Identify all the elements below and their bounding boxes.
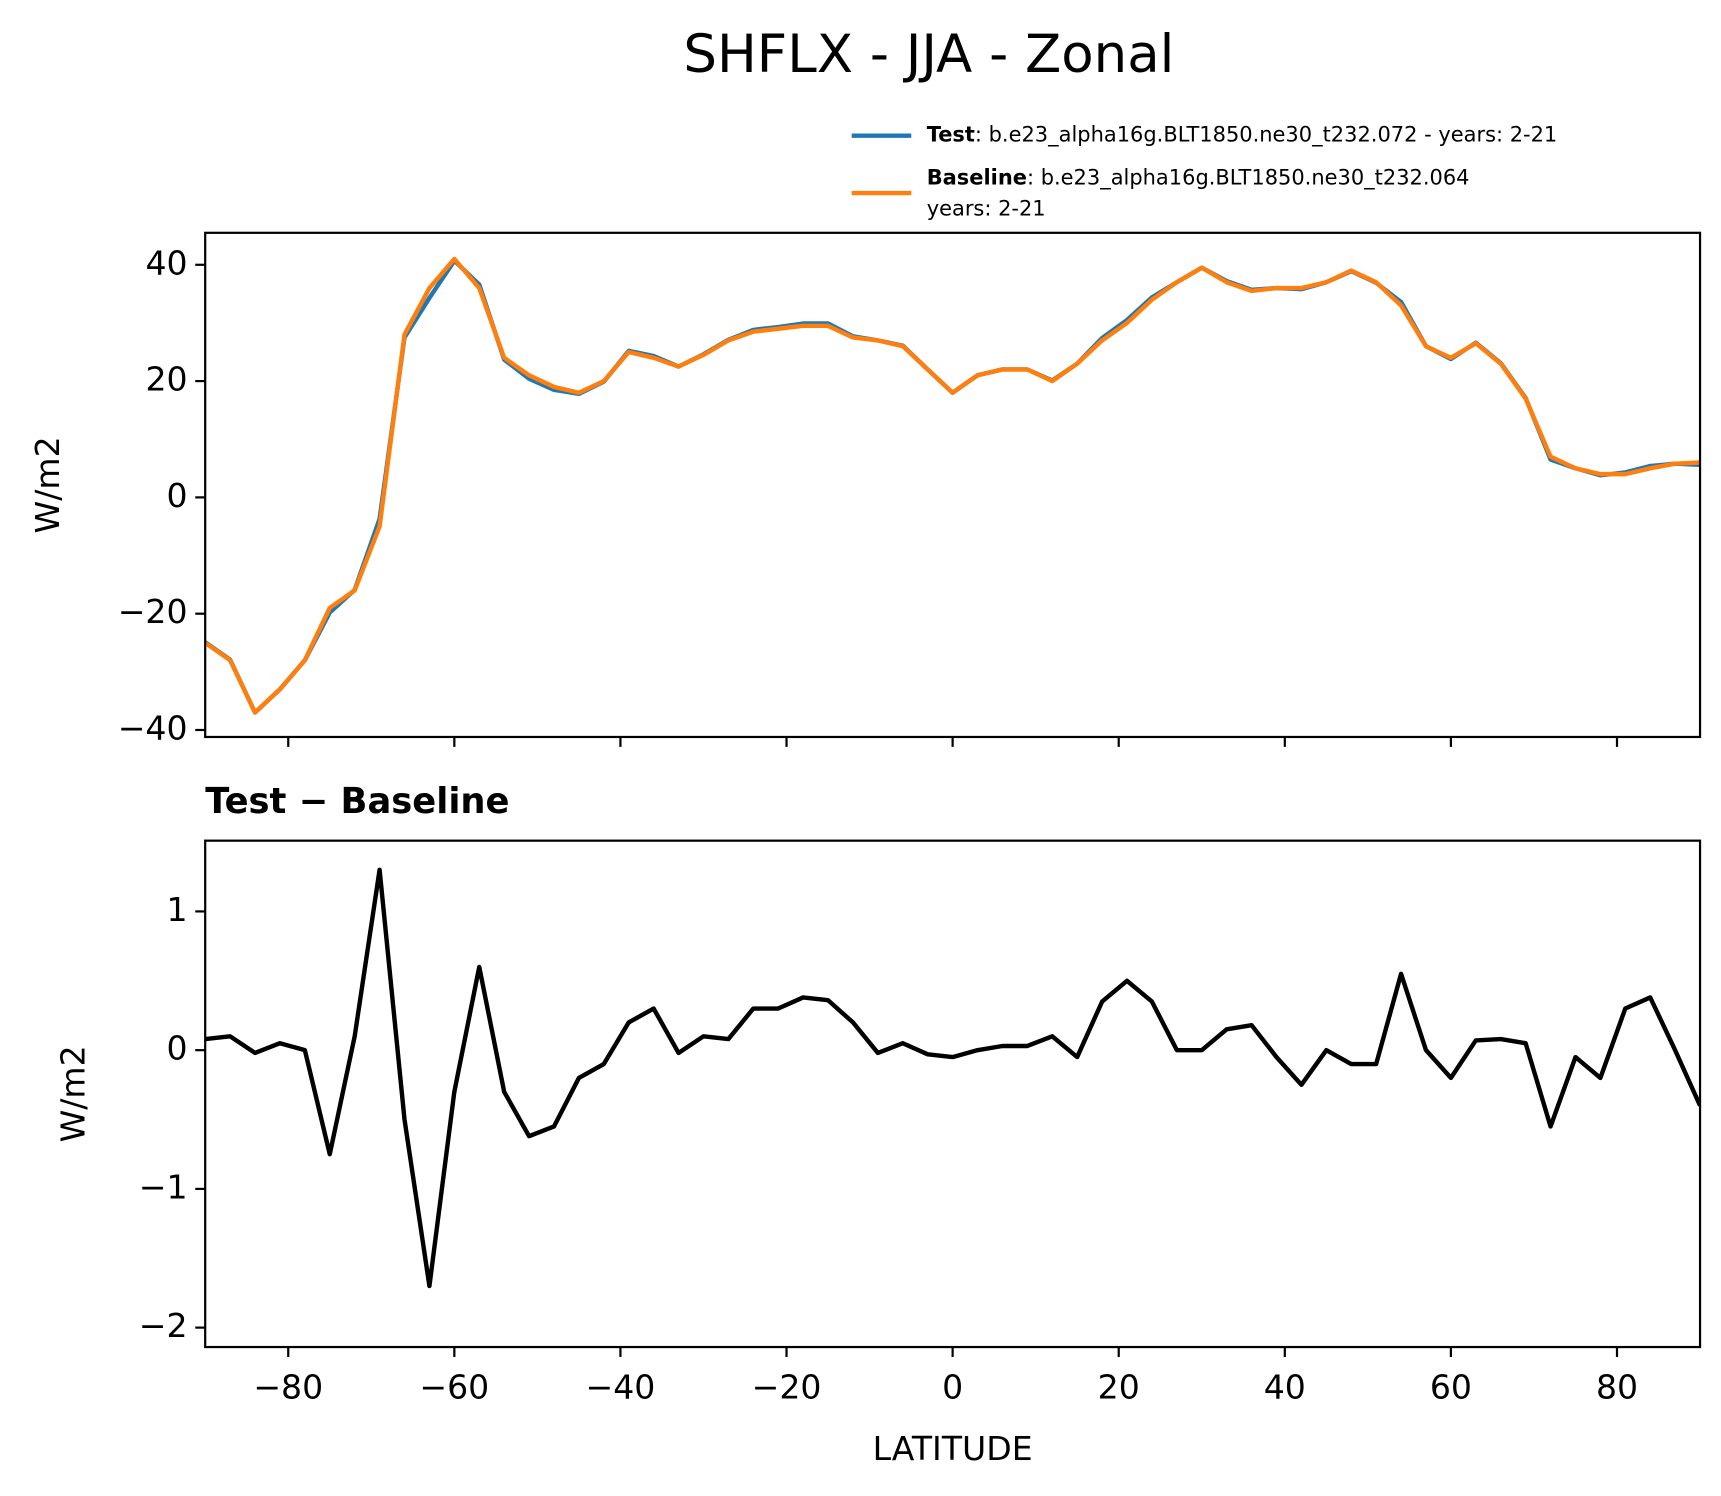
x-tick-label: 80 xyxy=(1596,1367,1638,1406)
x-tick-label: 40 xyxy=(1264,1367,1306,1406)
axes-frame xyxy=(204,231,1702,739)
x-tick-label: −20 xyxy=(752,1367,822,1406)
x-tick-label: 60 xyxy=(1430,1367,1472,1406)
y-tick-label: 1 xyxy=(166,890,187,929)
y-tick-label: −1 xyxy=(139,1167,188,1206)
data-line xyxy=(205,256,1701,715)
axes-title: Test − Baseline xyxy=(205,781,509,822)
x-tick-label: 0 xyxy=(942,1367,963,1406)
x-tick-label: −80 xyxy=(253,1367,323,1406)
y-tick-label: 0 xyxy=(166,476,187,515)
figure-title: SHFLX - JJA - Zonal xyxy=(683,24,1174,85)
y-tick-label: −2 xyxy=(139,1306,188,1345)
x-tick-label: −60 xyxy=(419,1367,489,1406)
plot-area xyxy=(205,867,1701,1289)
plot-area xyxy=(205,256,1701,715)
y-tick-label: 20 xyxy=(145,360,187,399)
legend-name: Baseline xyxy=(927,166,1027,190)
x-tick-label: 20 xyxy=(1098,1367,1140,1406)
data-line xyxy=(205,258,1701,715)
y-axis-label: W/m2 xyxy=(28,436,67,533)
data-line xyxy=(205,867,1701,1289)
y-tick-label: −20 xyxy=(118,592,188,631)
legend-label: Baseline: b.e23_alpha16g.BLT1850.ne30_t2… xyxy=(927,166,1470,191)
legend-description: : b.e23_alpha16g.BLT1850.ne30_t232.064 xyxy=(1027,166,1470,191)
axes-frame xyxy=(204,839,1702,1349)
legend-label: years: 2-21 xyxy=(927,197,1046,221)
y-axis-label: W/m2 xyxy=(54,1045,93,1142)
y-tick-label: 0 xyxy=(166,1029,187,1068)
y-tick-label: −40 xyxy=(118,708,188,747)
y-tick-label: 40 xyxy=(145,243,187,282)
legend-name: Test xyxy=(927,123,975,147)
legend-description: : b.e23_alpha16g.BLT1850.ne30_t232.072 -… xyxy=(975,123,1557,148)
x-axis-label: LATITUDE xyxy=(873,1429,1033,1468)
legend-label: Test: b.e23_alpha16g.BLT1850.ne30_t232.0… xyxy=(927,123,1558,148)
legend-description: years: 2-21 xyxy=(927,197,1046,221)
x-tick-label: −40 xyxy=(586,1367,656,1406)
